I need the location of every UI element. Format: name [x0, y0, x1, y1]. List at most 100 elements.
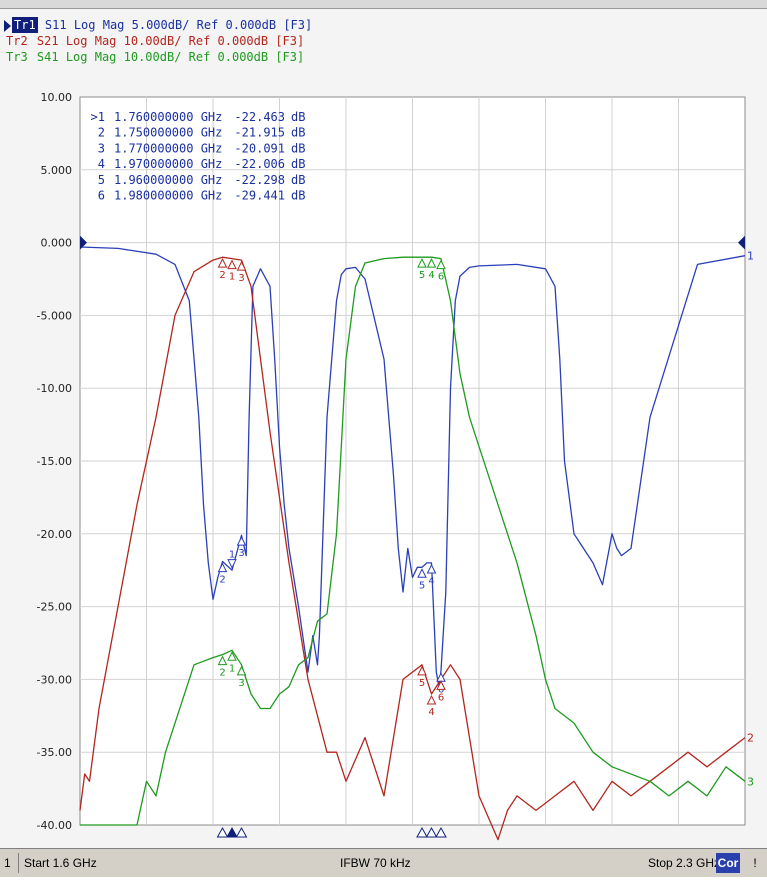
- series-line-s41: [80, 256, 746, 826]
- stimulus-marker-icon: [226, 826, 238, 838]
- marker-table-unit: dB: [291, 157, 305, 171]
- ref-level-left-arrow-icon: [80, 235, 87, 250]
- trace-end-label: 3: [747, 775, 754, 788]
- marker-symbol: [227, 259, 237, 270]
- marker-number: 2: [219, 575, 225, 586]
- ref-level-right-arrow-icon: [738, 235, 745, 250]
- marker-symbol: [426, 563, 437, 574]
- stimulus-marker-icon: [435, 826, 447, 838]
- marker-table-value: -29.441: [234, 189, 285, 203]
- marker-number: 3: [238, 678, 244, 689]
- marker-symbol: [227, 559, 237, 569]
- stimulus-marker-icon: [216, 826, 229, 838]
- trace-end-label: 2: [747, 732, 754, 745]
- stimulus-marker-icon: [235, 826, 248, 838]
- marker-table-unit: dB: [291, 189, 305, 203]
- trace-1-badge[interactable]: Tr1: [12, 17, 38, 33]
- marker-symbol: [236, 665, 247, 676]
- y-tick-label: -25.00: [37, 601, 72, 614]
- marker-number: 5: [419, 270, 425, 281]
- y-tick-labels: 10.00 5.000 0.000 -5.000 -10.00 -15.00 -20.00 -…: [37, 91, 72, 832]
- y-tick-label: -5.000: [37, 309, 72, 322]
- marker-number: 1: [229, 663, 235, 674]
- marker-number: 3: [238, 273, 244, 284]
- marker-table-frequency: 1.750000000 GHz: [114, 126, 222, 140]
- marker-number: 2: [219, 668, 225, 679]
- marker-table-frequency: 1.770000000 GHz: [114, 141, 222, 155]
- y-tick-label: 0.000: [41, 237, 73, 250]
- marker-symbols: 123456123456123456: [217, 258, 446, 718]
- marker-symbol: [236, 536, 247, 546]
- y-tick-label: -35.00: [37, 746, 72, 759]
- marker-number: 1: [229, 550, 235, 561]
- trace-2-header[interactable]: Tr2 S21 Log Mag 10.00dB/ Ref 0.000dB [F3…: [4, 33, 304, 49]
- marker-symbol: [217, 562, 228, 573]
- y-tick-label: -20.00: [37, 528, 72, 541]
- marker-number: 2: [219, 270, 225, 281]
- marker-table-value: -20.091: [234, 141, 285, 155]
- status-bar: 1 Start 1.6 GHz IFBW 70 kHz Stop 2.3 GHz…: [0, 848, 767, 878]
- stimulus-markers: [216, 826, 447, 838]
- marker-table-frequency: 1.970000000 GHz: [114, 157, 222, 171]
- trace-1-settings: S11 Log Mag 5.000dB/ Ref 0.000dB [F3]: [44, 18, 313, 32]
- marker-symbol: [217, 655, 228, 666]
- active-trace-arrow-icon: [4, 19, 11, 32]
- marker-number: 5: [419, 678, 425, 689]
- plot-grid: [79, 96, 746, 826]
- trace-2-badge[interactable]: Tr2: [6, 34, 28, 48]
- plot-area[interactable]: 10.00 5.000 0.000 -5.000 -10.00 -15.00 -20.00 -…: [0, 0, 767, 848]
- marker-symbol: [436, 259, 446, 270]
- marker-number: 4: [428, 576, 434, 587]
- marker-table-unit: dB: [291, 173, 305, 187]
- marker-symbol: [436, 680, 446, 690]
- trace-3-header[interactable]: Tr3 S41 Log Mag 10.00dB/ Ref 0.000dB [F3…: [4, 49, 304, 65]
- marker-symbol: [217, 258, 228, 268]
- trace-1-header[interactable]: Tr1 S11 Log Mag 5.000dB/ Ref 0.000dB [F3…: [4, 17, 312, 33]
- marker-table-value: -21.915: [234, 126, 285, 140]
- stop-frequency[interactable]: Stop 2.3 GHz: [648, 856, 721, 870]
- y-tick-label: 10.00: [41, 91, 73, 104]
- marker-table-frequency: 1.960000000 GHz: [114, 173, 222, 187]
- channel-indicator[interactable]: 1: [4, 853, 19, 873]
- marker-number: 6: [438, 692, 444, 703]
- marker-table-label: 2: [98, 126, 105, 140]
- stimulus-marker-icon: [425, 826, 438, 838]
- marker-table-unit: dB: [291, 110, 305, 124]
- marker-number: 4: [428, 707, 434, 718]
- marker-table-value: -22.006: [234, 157, 285, 171]
- marker-table-unit: dB: [291, 141, 305, 155]
- marker-table-unit: dB: [291, 126, 305, 140]
- trace-end-label: 1: [747, 250, 754, 263]
- y-tick-label: -15.00: [37, 455, 72, 468]
- y-tick-label: 5.000: [41, 164, 73, 177]
- marker-table-label: 3: [98, 141, 105, 155]
- marker-number: 4: [428, 270, 434, 281]
- marker-number: 6: [438, 272, 444, 283]
- marker-number: 1: [229, 272, 235, 283]
- correction-status-badge[interactable]: Cor: [716, 853, 740, 873]
- marker-number: 5: [419, 580, 425, 591]
- y-tick-label: -10.00: [37, 382, 72, 395]
- y-tick-label: -40.00: [37, 819, 72, 832]
- marker-symbol: [417, 568, 427, 578]
- series-line-s21: [79, 256, 746, 841]
- warning-indicator[interactable]: !: [753, 856, 757, 870]
- start-frequency[interactable]: Start 1.6 GHz: [24, 856, 97, 870]
- marker-symbol: [417, 665, 427, 676]
- ifbw-setting[interactable]: IFBW 70 kHz: [340, 856, 411, 870]
- marker-symbol: [426, 258, 437, 268]
- trace-3-settings: S41 Log Mag 10.00dB/ Ref 0.000dB [F3]: [36, 50, 305, 64]
- marker-symbol: [227, 651, 237, 661]
- y-tick-label: -30.00: [37, 673, 72, 686]
- marker-table-frequency: 1.980000000 GHz: [114, 189, 222, 203]
- marker-table-value: -22.298: [234, 173, 285, 187]
- marker-symbol: [417, 258, 427, 268]
- marker-symbol: [426, 694, 437, 705]
- marker-number: 3: [238, 548, 244, 559]
- marker-table-label: >1: [91, 110, 105, 124]
- trace-3-badge[interactable]: Tr3: [6, 50, 28, 64]
- marker-table-frequency: 1.760000000 GHz: [114, 110, 222, 124]
- trace-2-settings: S21 Log Mag 10.00dB/ Ref 0.000dB [F3]: [36, 34, 305, 48]
- marker-table-label: 4: [98, 157, 105, 171]
